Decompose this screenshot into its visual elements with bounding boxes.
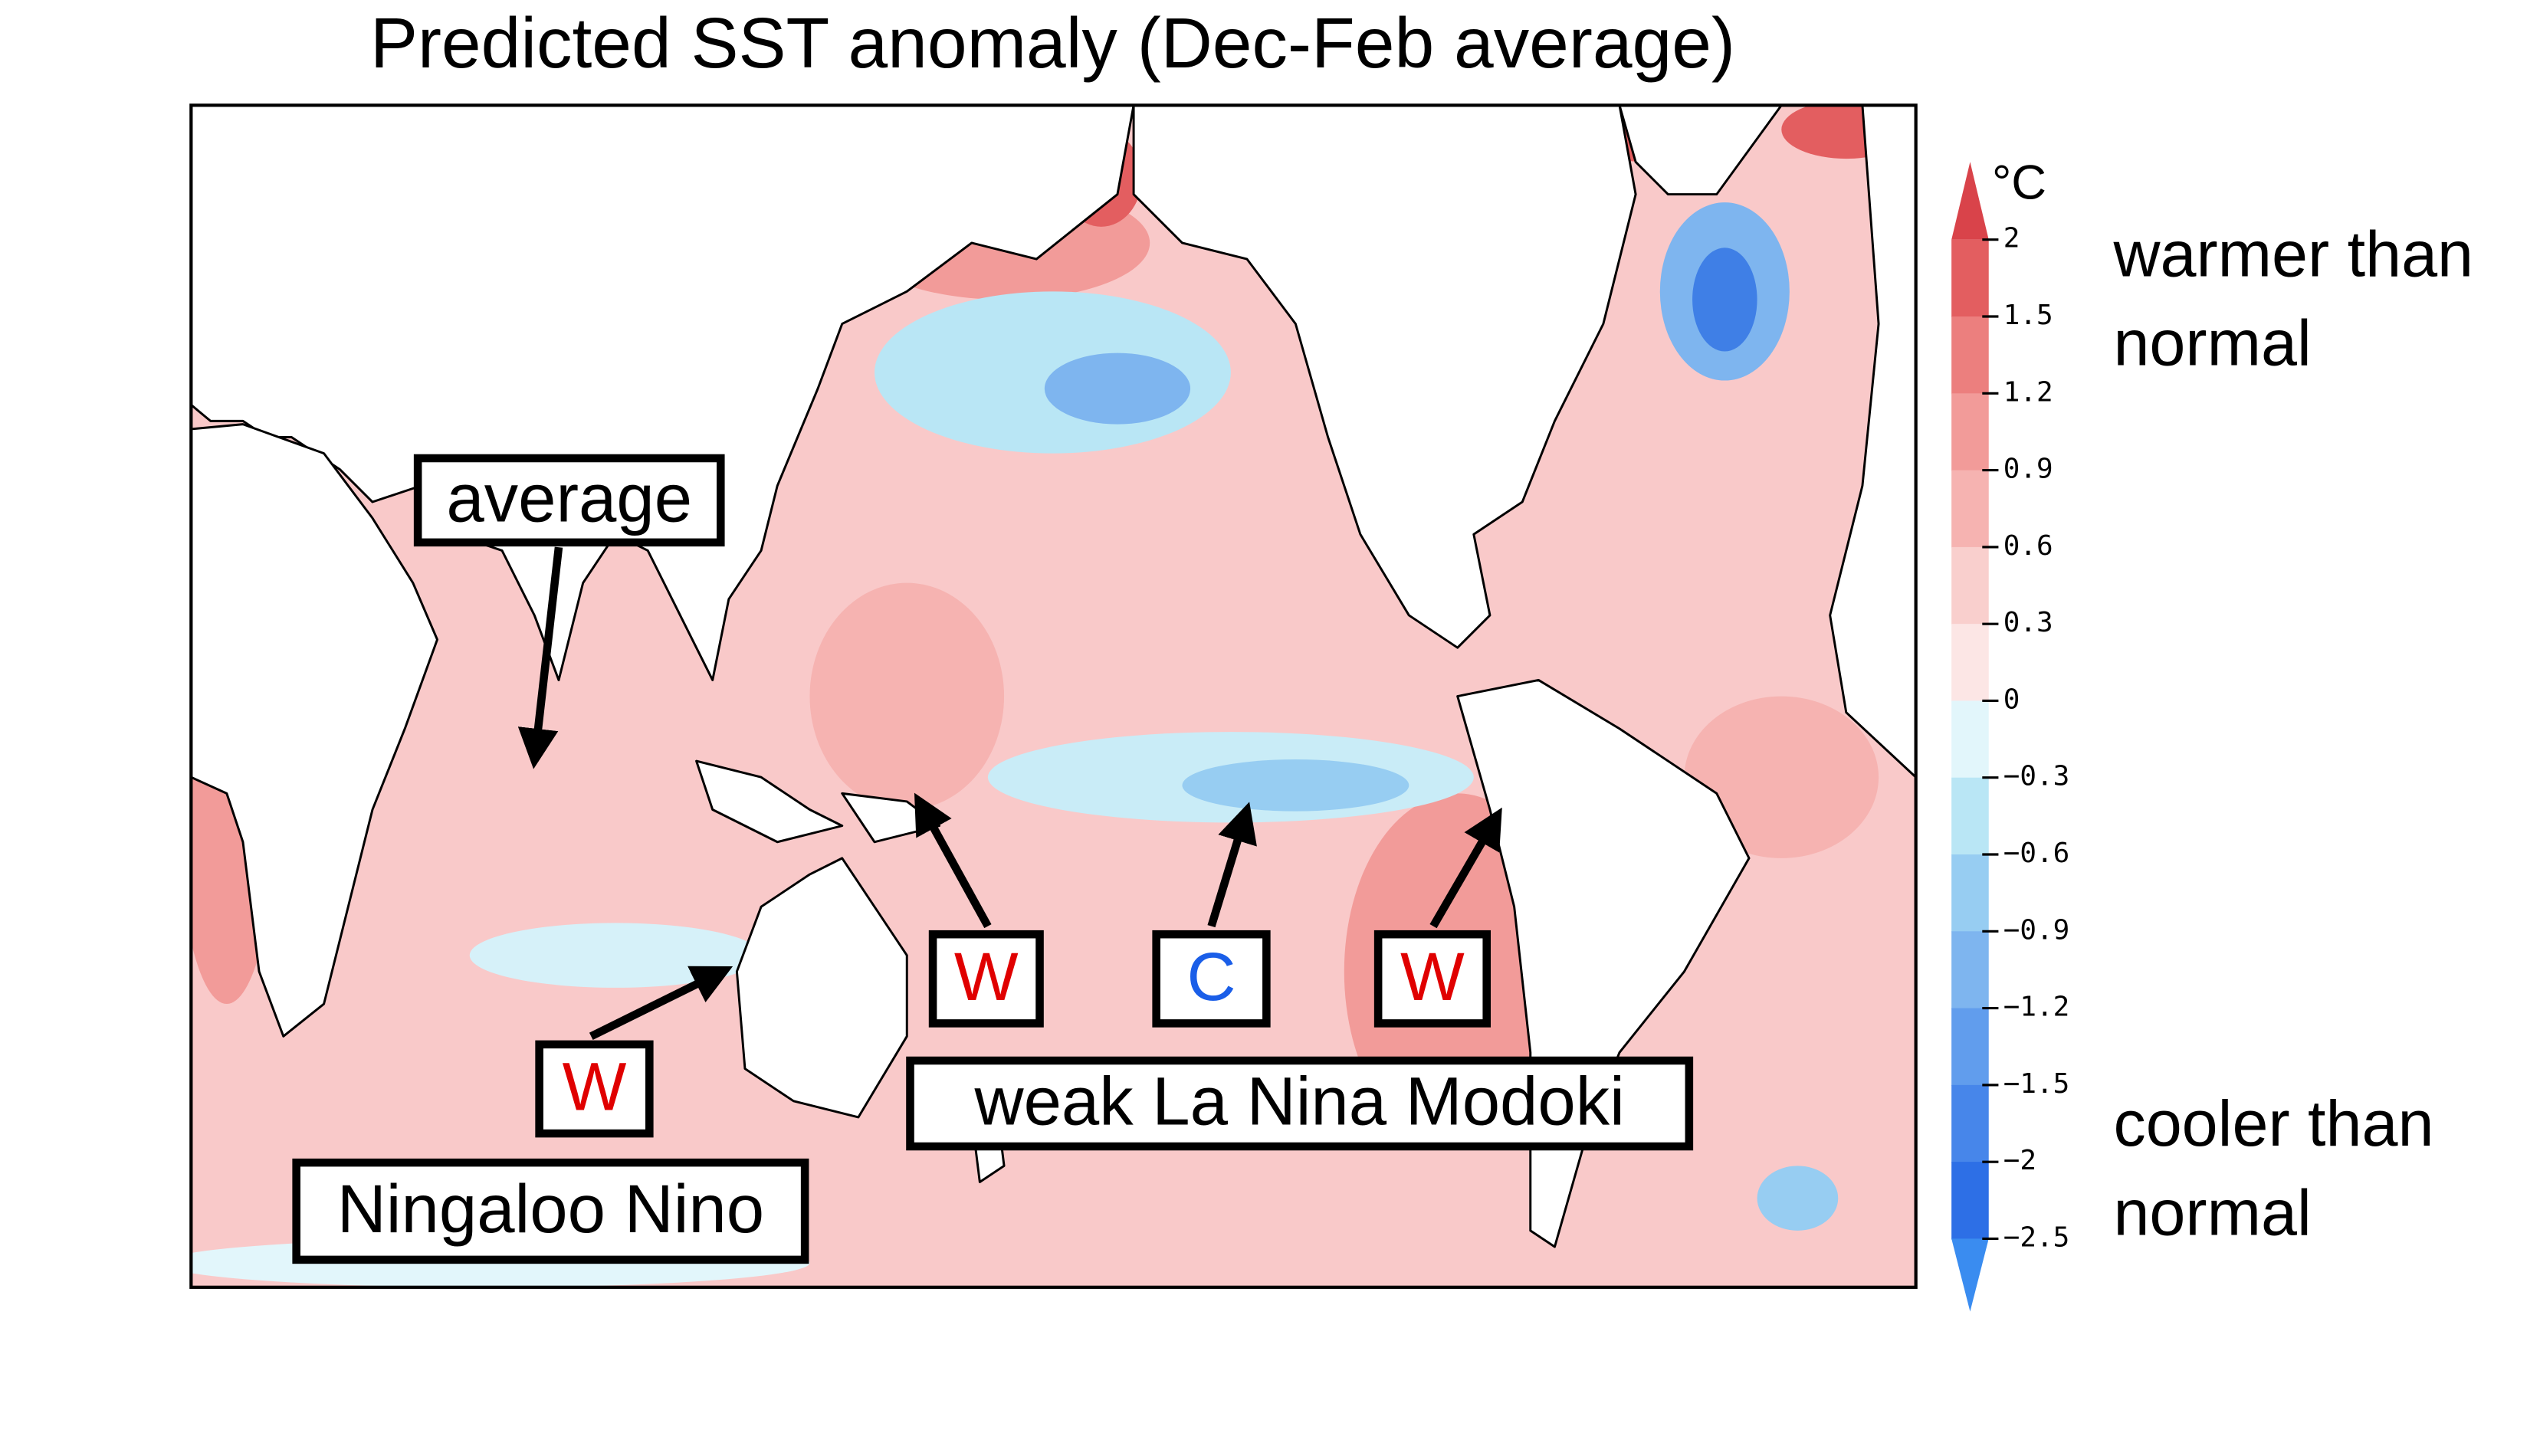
colorbar-label: −2 bbox=[2003, 1145, 2036, 1176]
colorbar-top bbox=[1951, 162, 1989, 240]
colorbar-segment bbox=[1951, 624, 1989, 702]
colorbar-segment bbox=[1951, 470, 1989, 548]
annotation-box bbox=[413, 454, 725, 547]
colorbar-label: −1.5 bbox=[2003, 1068, 2069, 1100]
colorbar-label: 0.6 bbox=[2003, 530, 2053, 562]
islands bbox=[695, 759, 844, 844]
annotation-box bbox=[1373, 930, 1491, 1028]
colorbar-label: 0.9 bbox=[2003, 454, 2053, 485]
annotation-box bbox=[292, 1158, 809, 1264]
colorbar-segment bbox=[1951, 316, 1989, 395]
annotations: average W C W W weak La Nina Modoki Ningaloo N… bbox=[292, 454, 1694, 1264]
arrow bbox=[1207, 802, 1257, 928]
annotation-label: Ningaloo Nino bbox=[337, 1171, 764, 1247]
annotation-label: W bbox=[1400, 939, 1465, 1015]
cool-patch bbox=[1757, 1166, 1839, 1231]
europe-west bbox=[1829, 105, 1916, 779]
colorbar-label: 2 bbox=[2003, 223, 2020, 254]
annotation-box bbox=[535, 1040, 654, 1138]
colorbar-unit: °C bbox=[1992, 156, 2046, 210]
cool-patch bbox=[1044, 353, 1191, 425]
colorbar-segment bbox=[1951, 777, 1989, 856]
colorbar-label: −0.6 bbox=[2003, 838, 2069, 869]
colorbar-label: 0 bbox=[2003, 684, 2020, 715]
colorbar-segment bbox=[1951, 931, 1989, 1009]
annotation-label: weak La Nina Modoki bbox=[973, 1064, 1624, 1140]
map-title: Predicted SST anomaly (Dec-Feb average) bbox=[370, 3, 1735, 83]
arrows bbox=[517, 546, 1502, 1041]
annotation-box bbox=[1152, 930, 1271, 1028]
colorbar-segment bbox=[1951, 1084, 1989, 1163]
cool-legend: cooler than bbox=[2113, 1087, 2433, 1159]
warm-patch bbox=[1684, 696, 1879, 858]
colorbar-label: 1.2 bbox=[2003, 376, 2053, 408]
cool-patch bbox=[1692, 248, 1757, 352]
annotation-box bbox=[928, 930, 1044, 1028]
arrow bbox=[589, 966, 733, 1041]
colorbar-segment bbox=[1951, 546, 1989, 625]
colorbar-label: 0.3 bbox=[2003, 607, 2053, 638]
annotation-label: W bbox=[954, 939, 1019, 1015]
africa bbox=[191, 423, 438, 1038]
colorbar-label: 1.5 bbox=[2003, 300, 2053, 331]
annotation-label: average bbox=[446, 461, 692, 536]
north-america bbox=[1132, 105, 1637, 649]
annotation-label: C bbox=[1186, 939, 1236, 1015]
colorbar-segment bbox=[1951, 393, 1989, 471]
annotation-label: W bbox=[563, 1049, 627, 1125]
colorbar-label: −2.5 bbox=[2003, 1222, 2069, 1253]
cool-patch bbox=[1182, 759, 1409, 812]
australia bbox=[735, 857, 908, 1119]
annotation-box bbox=[906, 1056, 1694, 1151]
warm-legend: warmer than bbox=[2112, 217, 2473, 290]
colorbar-segment bbox=[1951, 239, 1989, 318]
greenland bbox=[1618, 105, 1783, 196]
arrow bbox=[1429, 807, 1502, 929]
colorbar-label: −0.9 bbox=[2003, 914, 2069, 946]
warm-patch bbox=[809, 582, 1005, 810]
colorbar: 2 1.5 1.2 0.9 0.6 0.3 0 −0.3 −0.6 −0.9 −1.2 −1.5 −2 −… bbox=[1951, 162, 2069, 1312]
colorbar-segment bbox=[1951, 1008, 1989, 1086]
colorbar-bottom bbox=[1951, 1238, 1989, 1312]
colorbar-segment bbox=[1951, 700, 1989, 779]
colorbar-segment bbox=[1951, 1162, 1989, 1240]
arrow bbox=[517, 546, 563, 769]
colorbar-segment bbox=[1951, 854, 1989, 933]
arrow bbox=[914, 792, 992, 929]
map-frame bbox=[189, 103, 1918, 1289]
colorbar-label: −1.2 bbox=[2003, 992, 2069, 1023]
cool-legend: normal bbox=[2113, 1176, 2311, 1248]
warm-legend: normal bbox=[2113, 307, 2311, 379]
colorbar-label: −0.3 bbox=[2003, 761, 2069, 792]
